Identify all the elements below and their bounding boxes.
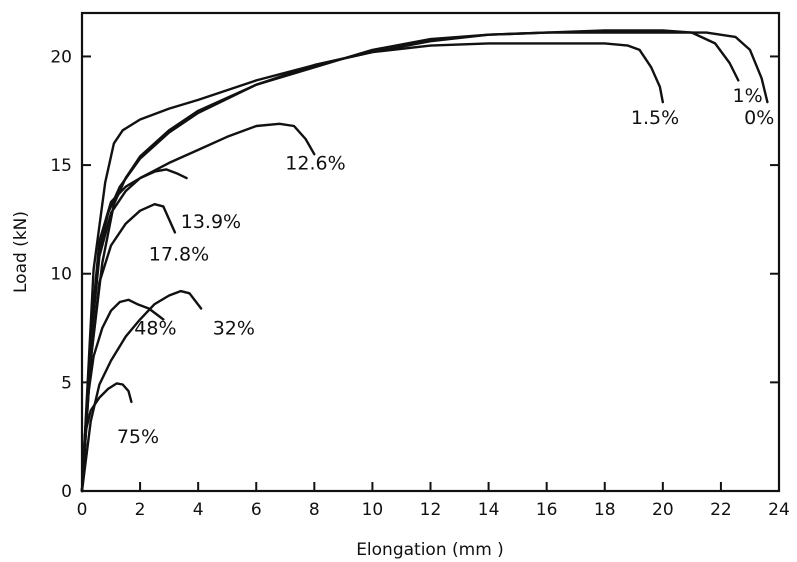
series-label-13p9pct: 13.9% — [181, 211, 241, 233]
series-labels: 0%1% 1.5% 12.6% 13.9% 17.8% 32% 48% 75% — [117, 85, 774, 448]
series-label-0pct: 0% — [744, 107, 774, 129]
series-label-32pct: 32% — [213, 318, 255, 340]
x-tick-label: 18 — [594, 500, 616, 520]
y-tick-label: 20 — [50, 47, 72, 67]
series-line-32pct — [80, 289, 203, 493]
y-tick-label: 15 — [50, 156, 72, 176]
series-label-1pct: 1% — [733, 85, 763, 107]
x-tick-label: 0 — [77, 500, 88, 520]
series-label-17p8pct: 17.8% — [149, 244, 209, 266]
x-tick-label: 22 — [710, 500, 732, 520]
y-axis-title: Load (kN) — [11, 211, 31, 293]
x-tick-label: 2 — [135, 500, 146, 520]
x-tick-label: 10 — [362, 500, 384, 520]
series-label-1p5pct: 1.5% — [631, 107, 679, 129]
series-label-75pct: 75% — [117, 426, 159, 448]
series-curves — [80, 29, 769, 493]
series-label-48pct: 48% — [134, 318, 176, 340]
series-line-12p6pct — [80, 122, 316, 493]
y-tick-label: 5 — [61, 373, 72, 393]
x-tick-label: 14 — [478, 500, 500, 520]
series-label-12p6pct: 12.6% — [285, 152, 345, 174]
x-tick-label: 4 — [193, 500, 204, 520]
x-axis-title: Elongation (mm ) — [356, 540, 504, 560]
y-tick-label: 0 — [61, 482, 72, 502]
series-line-75pct — [80, 382, 133, 493]
x-tick-label: 8 — [309, 500, 320, 520]
y-tick-label: 10 — [50, 265, 72, 285]
series-line-17p8pct — [80, 202, 177, 493]
x-tick-label: 6 — [251, 500, 262, 520]
x-tick-label: 20 — [652, 500, 674, 520]
series-line-48pct — [80, 298, 165, 493]
series-line-1p5pct — [80, 42, 664, 493]
x-tick-label: 24 — [768, 500, 790, 520]
x-tick-label: 16 — [536, 500, 558, 520]
x-tick-label: 12 — [420, 500, 442, 520]
series-line-13p9pct — [80, 168, 188, 493]
